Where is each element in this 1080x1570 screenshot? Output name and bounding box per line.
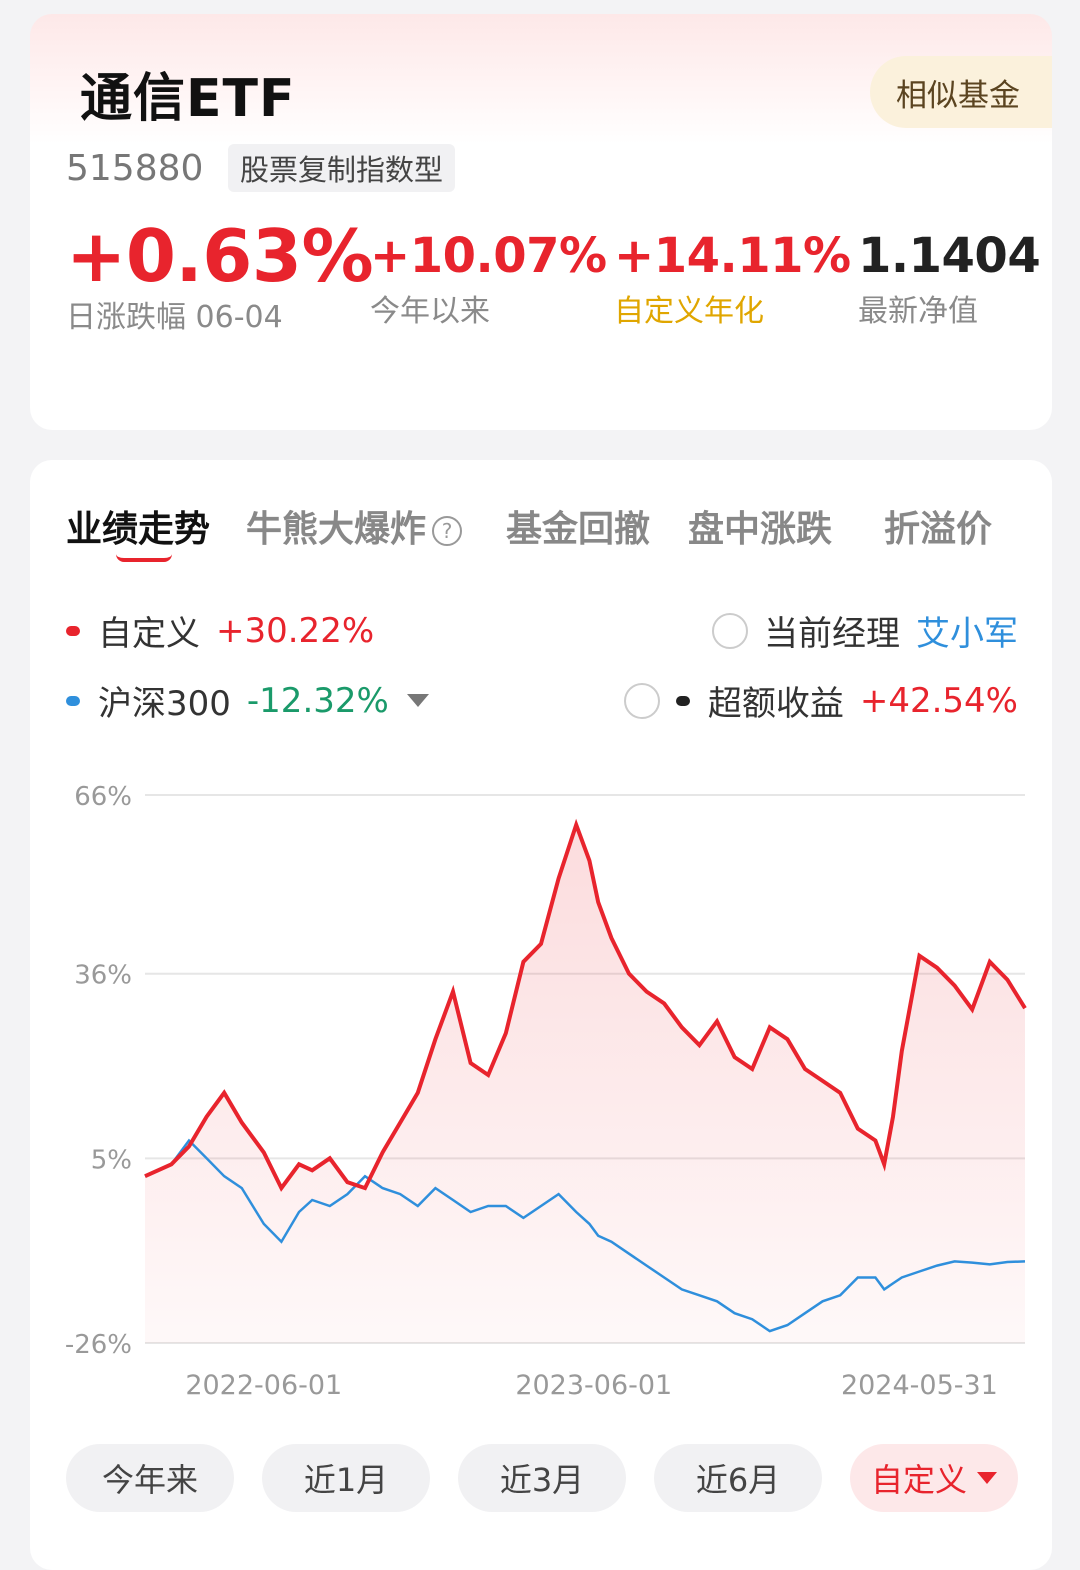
range-6m-button[interactable]: 近6月 xyxy=(654,1444,822,1512)
legend-index[interactable]: 沪深300 -12.32% xyxy=(66,676,429,725)
metric-label: 自定义年化 xyxy=(614,294,764,329)
metric-label: 今年以来 xyxy=(370,294,490,329)
y-tick-label: 36% xyxy=(74,961,132,991)
y-tick-label: 66% xyxy=(74,782,132,812)
active-tab-indicator xyxy=(116,554,172,562)
chevron-down-icon xyxy=(977,1472,997,1484)
legend-custom: 自定义 +30.22% xyxy=(66,606,374,655)
metric-value: +10.07% xyxy=(370,228,607,284)
legend-excess[interactable]: 超额收益 +42.54% xyxy=(623,676,1018,725)
fund-code: 515880 xyxy=(66,148,204,189)
metric-value: +14.11% xyxy=(614,228,851,284)
legend-label: 沪深300 xyxy=(98,684,231,724)
legend-label: 自定义 xyxy=(98,614,200,654)
legend-value: +30.22% xyxy=(216,610,375,651)
performance-line-chart[interactable]: 66% 36% 5% -26% 2022-06-01 2023-06-01 2024-05… xyxy=(30,760,1052,1410)
x-tick-label: 2024-05-31 xyxy=(841,1370,998,1401)
metric-value: 1.1404 xyxy=(858,228,1041,284)
metric-label: 日涨跌幅 06-04 xyxy=(66,300,283,335)
radio-circle-icon[interactable] xyxy=(623,682,660,719)
black-dot-icon xyxy=(675,695,690,706)
tab-premium[interactable]: 折溢价 xyxy=(884,509,993,550)
custom-area-fill xyxy=(145,824,1025,1343)
red-dot-icon xyxy=(66,625,80,636)
range-3m-button[interactable]: 近3月 xyxy=(458,1444,626,1512)
metric-latest-nav: 1.1404 最新净值 xyxy=(858,228,1041,330)
metric-custom-annualized[interactable]: +14.11% 自定义年化 xyxy=(614,228,851,330)
metric-daily-change: +0.63% 日涨跌幅 06-04 xyxy=(66,214,374,336)
range-ytd-button[interactable]: 今年来 xyxy=(66,1444,234,1512)
series-line-hs300 xyxy=(144,1138,1026,1333)
help-icon[interactable]: ? xyxy=(432,516,463,546)
tab-performance[interactable]: 业绩走势 xyxy=(66,509,211,550)
tab-intraday[interactable]: 盘中涨跌 xyxy=(688,509,833,550)
fund-type-badge: 股票复制指数型 xyxy=(228,144,456,192)
y-tick-label: -26% xyxy=(65,1330,132,1360)
series-line-custom xyxy=(144,818,1027,1192)
range-custom-label: 自定义 xyxy=(870,1461,967,1499)
legend-label: 超额收益 xyxy=(707,684,844,724)
x-tick-label: 2023-06-01 xyxy=(515,1370,672,1401)
tab-drawdown[interactable]: 基金回撤 xyxy=(506,509,651,550)
performance-card: 业绩走势 牛熊大爆炸? 基金回撤 盘中涨跌 折溢价 自定义 +30.22% 沪深… xyxy=(30,460,1052,1570)
legend-label: 当前经理 xyxy=(764,614,900,654)
radio-circle-icon[interactable] xyxy=(712,612,748,649)
legend-value: -12.32% xyxy=(246,680,389,721)
x-tick-label: 2022-06-01 xyxy=(185,1370,342,1401)
similar-funds-button[interactable]: 相似基金 xyxy=(870,56,1052,128)
metric-label: 最新净值 xyxy=(858,294,978,329)
fund-name: 通信ETF xyxy=(80,69,296,129)
range-custom-button[interactable]: 自定义 xyxy=(850,1444,1018,1512)
fund-header-card: 通信ETF 相似基金 515880 股票复制指数型 +0.63% 日涨跌幅 06… xyxy=(30,14,1052,430)
metric-value: +0.63% xyxy=(66,214,374,298)
legend-manager[interactable]: 当前经理 艾小军 xyxy=(712,606,1018,655)
chart-tabs: 业绩走势 牛熊大爆炸? 基金回撤 盘中涨跌 折溢价 xyxy=(66,500,1032,570)
range-1m-button[interactable]: 近1月 xyxy=(262,1444,430,1512)
metric-ytd: +10.07% 今年以来 xyxy=(370,228,607,330)
blue-dot-icon xyxy=(66,695,80,706)
y-tick-label: 5% xyxy=(91,1145,132,1175)
manager-name-link[interactable]: 艾小军 xyxy=(916,614,1018,654)
tab-bull-bear[interactable]: 牛熊大爆炸? xyxy=(246,500,463,552)
legend-value: +42.54% xyxy=(859,680,1018,721)
chevron-down-icon[interactable] xyxy=(406,694,429,707)
tab-label: 牛熊大爆炸 xyxy=(246,509,427,550)
